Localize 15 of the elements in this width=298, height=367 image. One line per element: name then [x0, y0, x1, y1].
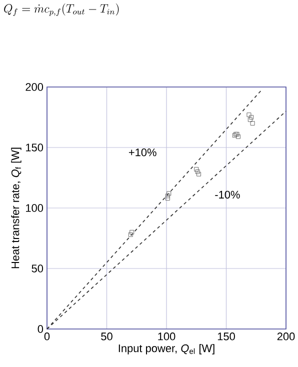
y-tick-label: 200: [26, 83, 44, 91]
y-tick-label: 0: [38, 325, 44, 333]
y-axis-title: Heat transfer rate, Q$_{f}$ [W]: [11, 148, 22, 268]
y-tick-label: 150: [26, 144, 44, 152]
annotation: +10%: [128, 148, 156, 156]
x-tick-label: 100: [158, 332, 176, 340]
annotation: -10%: [215, 190, 240, 199]
x-tick-label: 150: [218, 332, 235, 340]
x-axis-title: Input power, Q$_{el}$ [W]: [118, 344, 214, 354]
y-tick-label: 50: [32, 264, 44, 272]
text: $Q_f = \dot{m} c_{p,f}(T_{out} - T_{in})$: [4, 4, 119, 16]
x-tick-label: 0: [44, 332, 50, 340]
x-tick-label: 50: [101, 332, 112, 340]
x-tick-label: 200: [277, 332, 295, 340]
y-tick-label: 100: [26, 204, 44, 212]
